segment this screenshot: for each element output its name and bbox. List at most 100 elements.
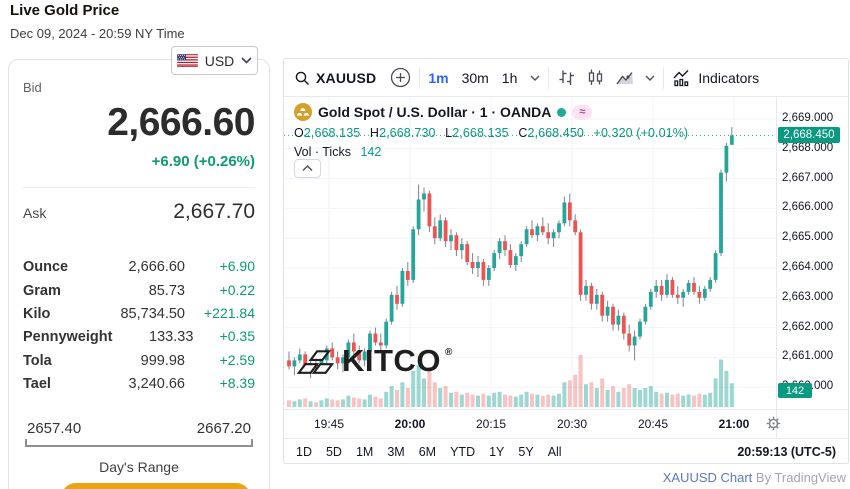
price-axis-label: 2,661.000 (782, 350, 834, 363)
toolbar-separator (419, 66, 421, 89)
time-axis[interactable]: 19:45 20:00 20:15 20:30 20:45 21:00 (284, 410, 776, 438)
high-value: 2,668.730 (379, 126, 436, 140)
page-datetime: Dec 09, 2024 - 20:59 NY Time (10, 26, 185, 41)
toolbar-separator (663, 66, 665, 89)
open-label: O (294, 126, 304, 140)
range-button-1m[interactable]: 1M (355, 444, 374, 459)
unit-change: +0.35 (219, 328, 255, 345)
close-label: C (518, 126, 528, 140)
price-axis-label: 2,669.000 (782, 112, 834, 124)
interval-30m[interactable]: 30m (461, 69, 489, 86)
interval-menu-chevron-icon[interactable] (530, 75, 540, 81)
day-range-label: Day's Range (99, 459, 179, 476)
compare-add-button[interactable] (390, 67, 411, 88)
unit-label: Tael (23, 376, 51, 393)
range-button-5y[interactable]: 5Y (518, 444, 534, 459)
plus-circle-icon (391, 67, 411, 88)
page-title: Live Gold Price (10, 2, 120, 19)
price-axis-label: 2,664.000 (782, 261, 834, 273)
indicators-icon (673, 69, 689, 86)
bars-style-icon[interactable] (557, 68, 576, 87)
price-axis[interactable]: 2,668.450 142 2,669.000 2,668.000 2,667.00… (777, 59, 848, 438)
bid-label: Bid (23, 80, 42, 95)
time-axis-label: 20:30 (556, 417, 588, 431)
unit-change: +6.90 (219, 258, 255, 275)
indicators-button[interactable]: Indicators (672, 69, 759, 87)
time-axis-label: 21:00 (718, 417, 750, 431)
price-axis-label: 2,662.000 (782, 320, 834, 333)
chart-card: XAUUSD 1m 30m 1h (283, 58, 849, 464)
bar-change-value: +0.320 (+0.01%) (593, 126, 689, 140)
interval-1h[interactable]: 1h (501, 69, 518, 86)
price-axis-label: 2,665.000 (782, 231, 834, 244)
kitco-watermark: KITCO ® (293, 343, 453, 379)
chart-bottom-bar: 1D 5D 1M 3M 6M YTD 1Y 5Y All 20:59:13 (UTC-5) (284, 438, 848, 464)
quote-card: Bid 2,666.60 +6.90 (+0.26%) Ask 2,667.70… (8, 59, 270, 489)
range-button-1d[interactable]: 1D (296, 444, 312, 459)
unit-label: Gram (23, 282, 61, 299)
unit-value: 2,666.60 (128, 259, 185, 276)
volume-value: 142 (360, 145, 382, 159)
unit-row: Gram 85.73 +0.22 (23, 278, 255, 301)
range-button-all[interactable]: All (547, 444, 562, 459)
us-flag-icon (176, 54, 198, 67)
tradingview-symbol-link[interactable]: XAUUSD Chart (662, 470, 753, 485)
currency-selector[interactable]: USD (171, 46, 258, 75)
low-label: L (445, 126, 453, 140)
legend-collapse-button[interactable] (294, 159, 321, 178)
chart-style-group (557, 68, 655, 87)
search-icon (295, 71, 309, 85)
close-value: 2,668.450 (527, 126, 584, 140)
chart-legend: Gold Spot / U.S. Dollar · 1 · OANDA ≈ O2… (294, 103, 688, 159)
range-button-ytd[interactable]: YTD (450, 444, 476, 459)
symbol-label: XAUUSD (316, 69, 377, 86)
legend-symbol-row[interactable]: Gold Spot / U.S. Dollar · 1 · OANDA ≈ (294, 103, 688, 121)
chart-clock[interactable]: 20:59:13 (UTC-5) (737, 444, 836, 459)
unit-change: +0.22 (219, 281, 255, 298)
chart-toolbar: XAUUSD 1m 30m 1h (284, 59, 848, 97)
bid-price: 2,666.60 (107, 101, 255, 144)
divider (23, 187, 255, 188)
price-axis-border (776, 97, 777, 438)
range-bracket (25, 439, 253, 448)
candles-style-icon[interactable] (586, 68, 605, 87)
interval-1m[interactable]: 1m (428, 69, 449, 86)
ask-label: Ask (23, 205, 47, 221)
style-menu-chevron-icon[interactable] (645, 75, 655, 81)
candlestick-chart[interactable] (284, 97, 776, 409)
unit-value: 133.33 (149, 329, 194, 346)
page-header: Live Gold Price Dec 09, 2024 - 20:59 NY … (10, 2, 185, 41)
unit-value: 85,734.50 (120, 305, 185, 322)
high-label: H (369, 126, 380, 140)
area-style-icon[interactable] (615, 69, 635, 87)
registered-mark: ® (444, 346, 453, 358)
range-button-1y[interactable]: 1Y (489, 444, 505, 459)
symbol-search-button[interactable]: XAUUSD (294, 70, 376, 86)
price-axis-label: 2,663.000 (782, 290, 834, 303)
chevron-down-icon (241, 57, 252, 64)
range-button-5d[interactable]: 5D (325, 444, 342, 459)
unit-row: Ounce 2,666.60 +6.90 (23, 255, 255, 278)
indicators-label: Indicators (698, 69, 760, 86)
range-button-3m[interactable]: 3M (387, 444, 405, 459)
range-button-6m[interactable]: 6M (418, 444, 437, 459)
open-value: 2,668.135 (303, 126, 361, 140)
chart-plot-area[interactable]: Gold Spot / U.S. Dollar · 1 · OANDA ≈ O2… (284, 97, 776, 409)
unit-value: 3,240.66 (128, 376, 185, 393)
cta-button[interactable] (61, 483, 251, 489)
delayed-data-badge[interactable]: ≈ (572, 104, 593, 120)
timezone-settings-icon[interactable] (766, 416, 781, 436)
price-axis-label: 2,667.000 (782, 171, 834, 184)
ask-row: Ask 2,667.70 (23, 200, 255, 224)
day-range-values: 2657.40 2667.20 (23, 420, 255, 437)
unit-change: +221.84 (204, 304, 255, 321)
unit-label: Kilo (23, 305, 51, 322)
time-axis-label: 20:45 (637, 417, 669, 431)
gold-bars-icon (296, 350, 335, 374)
unit-label: Pennyweight (23, 329, 113, 346)
date-range-switcher: 1D 5D 1M 3M 6M YTD 1Y 5Y All (296, 445, 562, 459)
unit-price-table: Ounce 2,666.60 +6.90 Gram 85.73 +0.22 Kilo 85,7… (23, 255, 255, 395)
gold-symbol-icon (294, 103, 312, 121)
unit-change: +2.59 (219, 351, 255, 368)
